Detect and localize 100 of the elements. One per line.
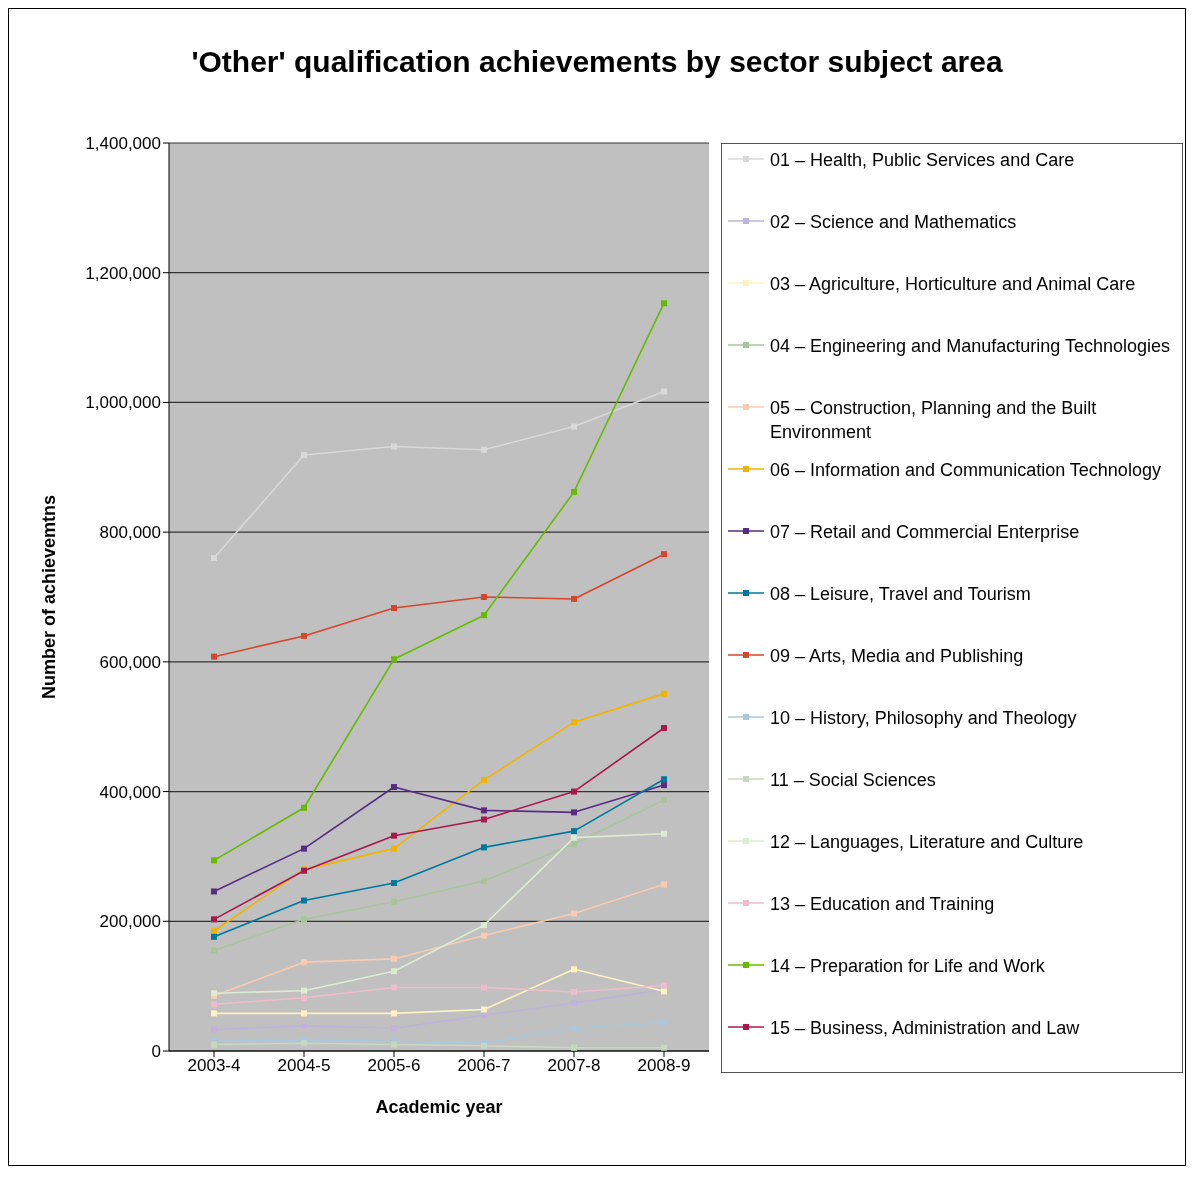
- point: [571, 1000, 577, 1007]
- point: [301, 632, 307, 639]
- point: [211, 555, 217, 562]
- legend-label: 06 – Information and Communication Technology: [770, 459, 1161, 482]
- point: [661, 1044, 667, 1051]
- point: [481, 816, 487, 823]
- x-tick-label: 2008-9: [637, 1056, 691, 1076]
- point: [571, 841, 577, 848]
- x-tick-label: 2003-4: [187, 1056, 241, 1076]
- point: [391, 832, 397, 839]
- point: [661, 797, 667, 803]
- point: [211, 1001, 217, 1008]
- point: [481, 1012, 487, 1019]
- y-axis-title: Number of achievemtns: [39, 494, 60, 700]
- point: [661, 690, 667, 697]
- point: [211, 947, 217, 954]
- point: [481, 594, 487, 600]
- point: [571, 788, 577, 795]
- y-tick-label: 600,000: [99, 652, 161, 672]
- legend-label: 09 – Arts, Media and Publishing: [770, 645, 1024, 668]
- legend-label: 13 – Education and Training: [770, 893, 995, 916]
- point: [211, 916, 217, 923]
- point: [301, 897, 307, 904]
- point: [391, 880, 397, 887]
- point: [391, 656, 397, 663]
- point: [301, 916, 307, 923]
- point: [571, 988, 577, 995]
- point: [481, 844, 487, 851]
- legend-label: 03 – Agriculture, Horticulture and Animal Care: [770, 273, 1136, 296]
- point: [301, 1040, 307, 1047]
- point: [211, 888, 217, 895]
- point: [481, 807, 487, 814]
- point: [481, 878, 487, 885]
- legend-label: 01 – Health, Public Services and Care: [770, 149, 1075, 172]
- y-tick-label: 0: [151, 1042, 161, 1062]
- point: [391, 968, 397, 975]
- y-tick-label: 1,200,000: [85, 263, 161, 283]
- point: [571, 966, 577, 973]
- point: [481, 776, 487, 783]
- y-tick-label: 800,000: [99, 523, 161, 543]
- legend-label: 05 – Construction, Planning and the Built Environment: [770, 397, 1098, 444]
- point: [571, 809, 577, 816]
- x-tick-label: 2005-6: [367, 1056, 421, 1076]
- point: [301, 994, 307, 1001]
- point: [301, 1010, 307, 1017]
- point: [661, 1019, 667, 1026]
- y-tick-label: 1,400,000: [85, 134, 161, 154]
- y-tick-label: 400,000: [99, 782, 161, 802]
- legend-label: 11 – Social Sciences: [770, 769, 936, 792]
- point: [211, 933, 217, 940]
- legend-label: 02 – Science and Mathematics: [770, 211, 1017, 234]
- point: [481, 446, 487, 453]
- point: [301, 845, 307, 852]
- point: [481, 922, 487, 929]
- point: [301, 987, 307, 994]
- point: [391, 898, 397, 905]
- legend-label: 10 – History, Philosophy and Theology: [770, 707, 1077, 730]
- point: [661, 388, 667, 395]
- x-tick-label: 2004-5: [277, 1056, 331, 1076]
- chart-title: 'Other' qualification achievements by sector subject area: [190, 45, 1004, 80]
- point: [391, 1010, 397, 1017]
- point: [391, 845, 397, 852]
- point: [661, 982, 667, 989]
- point: [571, 595, 577, 602]
- point: [571, 834, 577, 841]
- point: [211, 928, 217, 935]
- point: [301, 959, 307, 966]
- point: [571, 910, 577, 917]
- point: [481, 612, 487, 619]
- point: [211, 1026, 217, 1033]
- point: [661, 782, 667, 789]
- y-tick-label: 200,000: [99, 912, 161, 932]
- point: [571, 1044, 577, 1051]
- legend-label: 14 – Preparation for Life and Work: [770, 955, 1045, 978]
- point: [661, 551, 667, 558]
- legend-label: 07 – Retail and Commercial Enterprise: [770, 521, 1080, 544]
- point: [481, 932, 487, 939]
- point: [301, 451, 307, 458]
- legend-label: 08 – Leisure, Travel and Tourism: [770, 583, 1031, 606]
- point: [391, 955, 397, 962]
- point: [301, 1022, 307, 1029]
- point: [571, 423, 577, 430]
- y-tick-label: 1,000,000: [85, 393, 161, 413]
- legend-label: 12 – Languages, Literature and Culture: [770, 831, 1084, 854]
- point: [391, 784, 397, 791]
- point: [391, 984, 397, 991]
- point: [211, 857, 217, 864]
- point: [661, 725, 667, 732]
- point: [481, 984, 487, 991]
- legend-label: 04 – Engineering and Manufacturing Technologies: [770, 335, 1170, 358]
- legend-label: 15 – Business, Administration and Law: [770, 1017, 1080, 1040]
- point: [301, 804, 307, 811]
- point: [661, 300, 667, 307]
- point: [481, 1006, 487, 1013]
- point: [661, 881, 667, 888]
- point: [211, 653, 217, 660]
- point: [571, 828, 577, 835]
- x-tick-label: 2006-7: [457, 1056, 511, 1076]
- point: [391, 605, 397, 612]
- point: [391, 1025, 397, 1032]
